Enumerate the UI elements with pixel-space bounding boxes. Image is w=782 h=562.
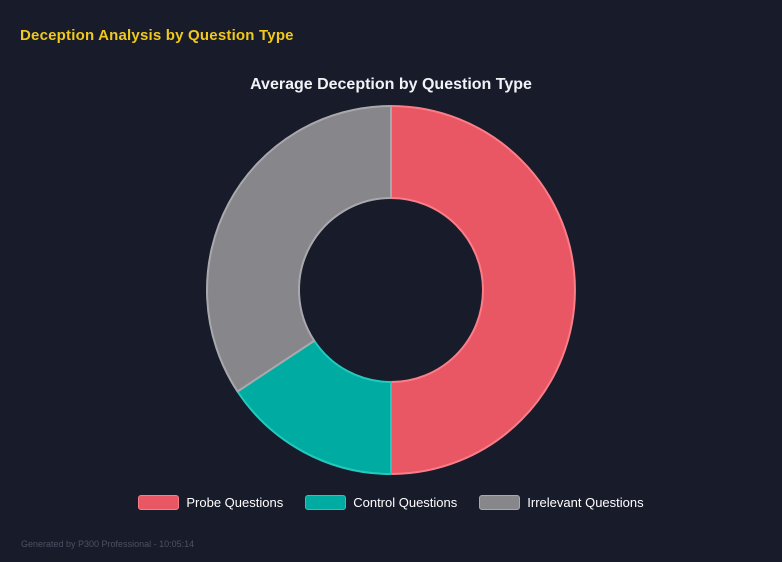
legend-swatch-icon (479, 495, 521, 510)
donut-segment-2[interactable] (236, 339, 392, 475)
donut-segment-1[interactable] (390, 105, 576, 475)
footer-note: Generated by P300 Professional - 10:05:1… (21, 539, 195, 549)
legend-swatch-icon (138, 495, 180, 510)
donut-chart (206, 105, 576, 475)
legend-swatch-icon (305, 495, 347, 510)
page-title: Deception Analysis by Question Type (20, 27, 294, 44)
donut-segment-3[interactable] (206, 105, 392, 393)
legend-item-2[interactable]: Control Questions (305, 495, 457, 510)
chart-legend: Probe Questions Control Questions Irreleva… (0, 495, 782, 510)
legend-item-1[interactable]: Probe Questions (138, 495, 283, 510)
legend-item-3[interactable]: Irrelevant Questions (479, 495, 644, 510)
chart-title: Average Deception by Question Type (250, 76, 532, 93)
legend-label: Control Questions (353, 495, 458, 510)
legend-label: Probe Questions (186, 495, 284, 510)
legend-label: Irrelevant Questions (527, 495, 644, 510)
